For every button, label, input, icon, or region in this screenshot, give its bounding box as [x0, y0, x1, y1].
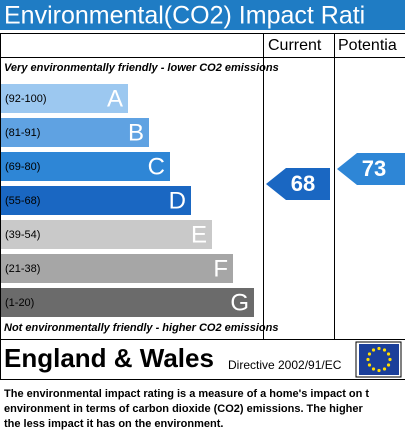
- flag-star: [371, 348, 376, 352]
- region: England & Wales: [4, 343, 214, 373]
- band-bar: [1, 118, 149, 147]
- band-range: (69-80): [5, 161, 40, 173]
- potential-rating: 73: [362, 156, 386, 181]
- description-line: environment in terms of carbon dioxide (…: [4, 403, 364, 415]
- band-range: (55-68): [5, 195, 40, 207]
- flag-star: [367, 352, 372, 356]
- flag-star: [386, 352, 391, 356]
- flag-star: [386, 363, 391, 367]
- band-letter: C: [148, 153, 165, 180]
- frame: [0, 33, 405, 380]
- band-bar: [1, 254, 233, 283]
- bottom-note: Not environmentally friendly - higher CO…: [4, 322, 278, 334]
- top-note: Very environmentally friendly - lower CO…: [4, 62, 279, 74]
- directive: Directive 2002/91/EC: [228, 358, 342, 372]
- band-range: (1-20): [5, 297, 34, 309]
- band-letter: B: [128, 119, 144, 146]
- title-bar: [0, 0, 405, 30]
- band-bar: [1, 152, 170, 181]
- flag-star: [371, 367, 376, 371]
- band-letter: A: [107, 85, 123, 112]
- band-range: (39-54): [5, 229, 40, 241]
- band-bar: [1, 186, 191, 215]
- flag-star: [366, 357, 370, 362]
- description-line: The environmental impact rating is a mea…: [4, 388, 369, 400]
- band-bar: [1, 84, 128, 113]
- title: Environmental(CO2) Impact Rati: [4, 2, 365, 30]
- band-range: (21-38): [5, 263, 40, 275]
- band-letter: G: [230, 289, 249, 316]
- potential-arrow: [337, 153, 405, 185]
- current-arrow: [266, 168, 330, 200]
- flag-star: [388, 357, 392, 362]
- band-letter: E: [191, 221, 207, 248]
- flag-star: [382, 348, 387, 352]
- flag-star: [382, 367, 387, 371]
- eu-flag: [355, 341, 402, 378]
- band-bar: [1, 288, 254, 317]
- band-bar: [1, 220, 212, 249]
- band-letter: F: [213, 255, 228, 282]
- band-range: (81-91): [5, 127, 40, 139]
- band-range: (92-100): [5, 93, 47, 105]
- flag-star: [377, 346, 381, 351]
- description-line: the less impact it has on the environmen…: [4, 418, 223, 430]
- column-header: Current: [268, 37, 322, 54]
- column-header: Potentia: [338, 37, 397, 54]
- current-rating: 68: [291, 171, 315, 196]
- flag-star: [377, 368, 381, 373]
- band-letter: D: [169, 187, 186, 214]
- flag-star: [367, 363, 372, 367]
